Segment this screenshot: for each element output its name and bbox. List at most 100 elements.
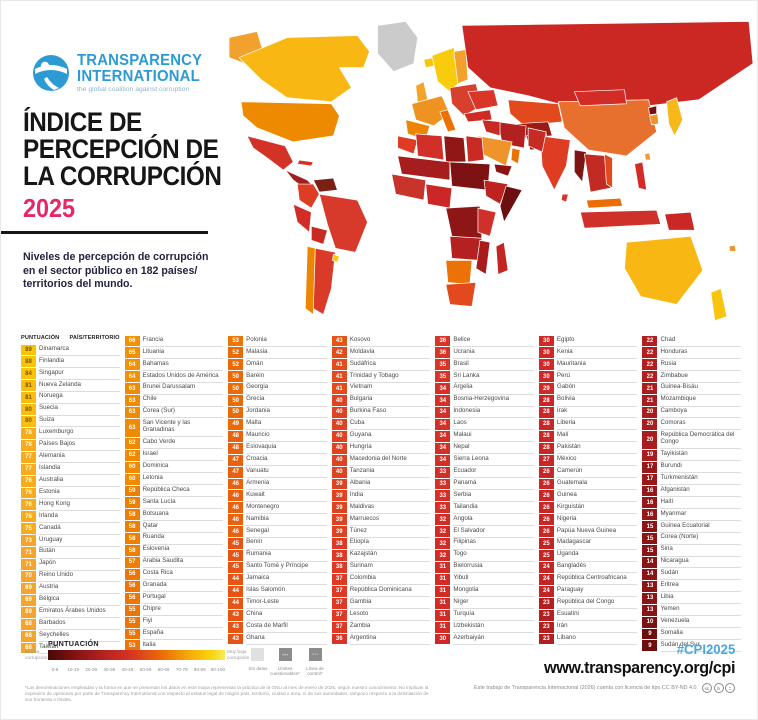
- table-row: 22 Rusia: [642, 359, 742, 371]
- table-row: 46 Senegal: [228, 526, 327, 538]
- table-row: 80 Suiza: [21, 416, 120, 428]
- website-url[interactable]: www.transparency.org/cpi: [543, 658, 735, 677]
- table-row: 13 Libia: [642, 592, 742, 605]
- table-row: 45 Rumania: [228, 550, 327, 562]
- table-header: PUNTUACIÓN PAÍS/TERRITORIO: [21, 335, 120, 344]
- score-badge: 47: [228, 466, 244, 478]
- country-name: Sri Lanka: [453, 371, 534, 383]
- table-row: 33 Panamá: [435, 478, 534, 490]
- table-row: 48 Eslovaquia: [228, 442, 327, 455]
- table-row: 25 Madagascar: [538, 538, 638, 550]
- table-row: 59 República Checa: [124, 485, 224, 497]
- table-column-6: 30 Egipto 30 Kenia 30 Mauritania 30 Perú 29 Gabón…: [538, 335, 638, 654]
- table-row: 33 Serbia: [435, 490, 534, 502]
- table-row: 15 Siria: [642, 545, 742, 557]
- table-row: 40 Guyana: [331, 430, 431, 443]
- country-name: Chad: [660, 335, 742, 347]
- score-badge: 23: [538, 621, 554, 633]
- legend-tick: 60-69: [157, 667, 170, 672]
- table-row: 60 Letonia: [124, 473, 224, 485]
- score-badge: 24: [538, 562, 554, 573]
- country-name: Togo: [453, 550, 534, 562]
- score-badge: 33: [435, 490, 451, 502]
- table-row: 58 Ruanda: [124, 533, 224, 545]
- country-name: Comoras: [660, 418, 742, 431]
- score-badge: 26: [538, 502, 554, 514]
- score-badge: 68: [21, 630, 36, 642]
- country-name: Kenia: [556, 347, 638, 359]
- table-row: 24 Paraguay: [538, 585, 638, 598]
- score-badge: 9: [642, 640, 658, 652]
- table-column-7: 22 Chad 22 Honduras 22 Rusia 22 Zimbabue 21 Guine…: [642, 335, 742, 654]
- country-name: Croacia: [246, 454, 327, 467]
- table-row: 44 Timor-Leste: [228, 597, 327, 610]
- map-region-china: [557, 99, 657, 157]
- country-name: Guyana: [349, 430, 431, 443]
- country-name: Baréin: [246, 371, 327, 383]
- country-name: Omán: [246, 359, 327, 371]
- score-badge: 38: [331, 538, 347, 550]
- table-row: 16 Afganistán: [642, 485, 742, 497]
- title-year: 2025: [23, 193, 76, 223]
- country-name: República Centroafricana: [556, 573, 638, 586]
- country-name: Costa de Marfil: [246, 621, 327, 634]
- table-row: 34 Malaui: [435, 430, 534, 443]
- score-badge: 16: [642, 509, 658, 521]
- table-row: 88 Finlandia: [21, 356, 120, 368]
- score-badge: 20: [642, 430, 658, 449]
- country-name: Madagascar: [556, 538, 638, 550]
- table-row: 40 Bulgaria: [331, 395, 431, 407]
- score-badge: 41: [331, 359, 347, 371]
- table-row: 58 Qatar: [124, 521, 224, 533]
- country-name: Panamá: [453, 478, 534, 490]
- map-region-yemen: [493, 163, 513, 177]
- score-badge: 50: [228, 383, 244, 395]
- map-region-south-africa: [445, 282, 477, 307]
- table-row: 58 Botsuana: [124, 509, 224, 521]
- score-badge: 28: [538, 430, 554, 442]
- table-row: 34 Bosnia-Herzegovina: [435, 395, 534, 407]
- country-name: República Checa: [142, 485, 224, 497]
- table-row: 68 Seychelles: [21, 630, 120, 643]
- table-row: 34 Argelia: [435, 383, 534, 395]
- no-data-swatch: [251, 648, 264, 661]
- map-region-new-zealand: [710, 288, 728, 321]
- score-badge: 56: [124, 592, 140, 604]
- table-row: 69 Bélgica: [21, 594, 120, 607]
- table-row: 37 Colombia: [331, 573, 431, 586]
- country-name: Papúa Nueva Guinea: [556, 526, 638, 538]
- score-badge: 58: [124, 545, 140, 557]
- country-name: Guinea-Bisáu: [660, 383, 742, 395]
- country-name: Libia: [660, 592, 742, 605]
- table-row: 32 Togo: [435, 550, 534, 562]
- table-row: 81 Noruega: [21, 392, 120, 404]
- country-name: Costa Rica: [142, 568, 224, 581]
- table-row: 31 Yibuti: [435, 573, 534, 586]
- legend-left-label: Mucha corrupción: [25, 650, 48, 661]
- score-badge: 25: [538, 538, 554, 550]
- score-badge: 22: [642, 347, 658, 359]
- score-badge: 76: [21, 511, 36, 523]
- table-row: 42 Moldavia: [331, 347, 431, 359]
- score-badge: 56: [124, 568, 140, 580]
- map-region-malaysia: [586, 197, 623, 209]
- table-row: 31 Níger: [435, 597, 534, 610]
- country-name: Bolivia: [556, 395, 638, 407]
- country-name: Barbados: [39, 618, 120, 631]
- score-badge: 39: [331, 490, 347, 502]
- score-badge: 41: [331, 383, 347, 395]
- table-row: 28 Pakistán: [538, 442, 638, 455]
- legend-tick: 10-19: [67, 667, 80, 672]
- table-row: 65 Lituania: [124, 347, 224, 359]
- score-badge: 34: [435, 430, 451, 442]
- map-region-bolivia: [310, 225, 328, 245]
- country-name: Zambia: [349, 621, 431, 634]
- org-name-line1: TRANSPARENCY: [77, 52, 203, 69]
- table-row: 43 Kosovo: [331, 335, 431, 347]
- map-region-sri-lanka: [560, 193, 569, 203]
- country-name: Lituania: [142, 347, 224, 359]
- map-region-indonesia: [579, 209, 661, 229]
- score-badge: 37: [331, 621, 347, 633]
- campaign-hashtag[interactable]: #CPI2025: [676, 641, 735, 657]
- table-row: 29 Gabón: [538, 383, 638, 395]
